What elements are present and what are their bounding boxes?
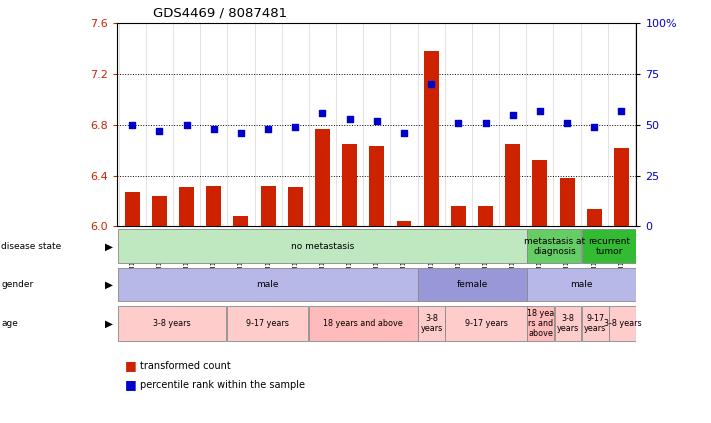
Bar xyxy=(555,306,582,341)
Point xyxy=(208,126,220,132)
Text: ▶: ▶ xyxy=(105,319,113,329)
Bar xyxy=(227,306,309,341)
Bar xyxy=(125,192,140,226)
Point xyxy=(127,121,138,128)
Text: male: male xyxy=(256,280,279,289)
Point xyxy=(616,107,627,114)
Point xyxy=(154,127,165,134)
Bar xyxy=(528,306,554,341)
Point xyxy=(534,107,545,114)
Bar xyxy=(309,306,417,341)
Text: percentile rank within the sample: percentile rank within the sample xyxy=(140,380,305,390)
Point xyxy=(344,115,356,122)
Bar xyxy=(117,306,226,341)
Text: 3-8
years: 3-8 years xyxy=(420,314,442,333)
Text: ■: ■ xyxy=(124,379,137,391)
Text: ■: ■ xyxy=(124,360,137,372)
Bar xyxy=(528,268,636,301)
Point xyxy=(317,109,328,116)
Text: 3-8
years: 3-8 years xyxy=(557,314,579,333)
Bar xyxy=(528,230,582,263)
Text: disease state: disease state xyxy=(1,242,62,251)
Bar xyxy=(451,206,466,226)
Text: age: age xyxy=(1,319,18,328)
Bar xyxy=(560,178,574,226)
Bar xyxy=(506,144,520,226)
Text: metastasis at
diagnosis: metastasis at diagnosis xyxy=(524,237,585,256)
Point xyxy=(425,81,437,88)
Text: transformed count: transformed count xyxy=(140,361,231,371)
Point xyxy=(235,129,247,136)
Bar xyxy=(261,186,276,226)
Bar xyxy=(418,306,445,341)
Text: ▶: ▶ xyxy=(105,242,113,251)
Text: ▶: ▶ xyxy=(105,280,113,289)
Text: GDS4469 / 8087481: GDS4469 / 8087481 xyxy=(153,6,287,19)
Text: recurrent
tumor: recurrent tumor xyxy=(588,237,630,256)
Point xyxy=(398,129,410,136)
Point xyxy=(480,119,491,126)
Text: 3-8 years: 3-8 years xyxy=(153,319,191,328)
Point xyxy=(562,119,573,126)
Bar xyxy=(117,268,417,301)
Bar xyxy=(445,306,527,341)
Text: 9-17 years: 9-17 years xyxy=(465,319,508,328)
Bar xyxy=(342,144,357,226)
Point xyxy=(507,111,518,118)
Text: female: female xyxy=(456,280,488,289)
Bar xyxy=(582,306,609,341)
Bar xyxy=(587,209,602,226)
Point xyxy=(262,126,274,132)
Point xyxy=(181,121,192,128)
Bar xyxy=(117,230,527,263)
Bar xyxy=(288,187,303,226)
Bar xyxy=(315,129,330,226)
Text: no metastasis: no metastasis xyxy=(291,242,354,251)
Text: 18 years and above: 18 years and above xyxy=(324,319,403,328)
Bar xyxy=(582,230,636,263)
Bar xyxy=(418,268,527,301)
Bar xyxy=(424,51,439,226)
Bar xyxy=(609,306,636,341)
Text: 9-17 years: 9-17 years xyxy=(246,319,289,328)
Text: gender: gender xyxy=(1,280,33,289)
Bar xyxy=(369,146,385,226)
Bar xyxy=(179,187,194,226)
Bar xyxy=(397,221,412,226)
Point xyxy=(371,117,383,124)
Text: male: male xyxy=(570,280,593,289)
Point xyxy=(453,119,464,126)
Bar xyxy=(233,216,248,226)
Bar xyxy=(206,186,221,226)
Bar xyxy=(152,196,167,226)
Bar xyxy=(533,160,547,226)
Bar xyxy=(478,206,493,226)
Point xyxy=(589,124,600,130)
Point xyxy=(289,124,301,130)
Bar xyxy=(614,148,629,226)
Text: 9-17
years: 9-17 years xyxy=(584,314,606,333)
Text: 3-8 years: 3-8 years xyxy=(604,319,641,328)
Text: 18 yea
rs and
above: 18 yea rs and above xyxy=(527,309,555,338)
